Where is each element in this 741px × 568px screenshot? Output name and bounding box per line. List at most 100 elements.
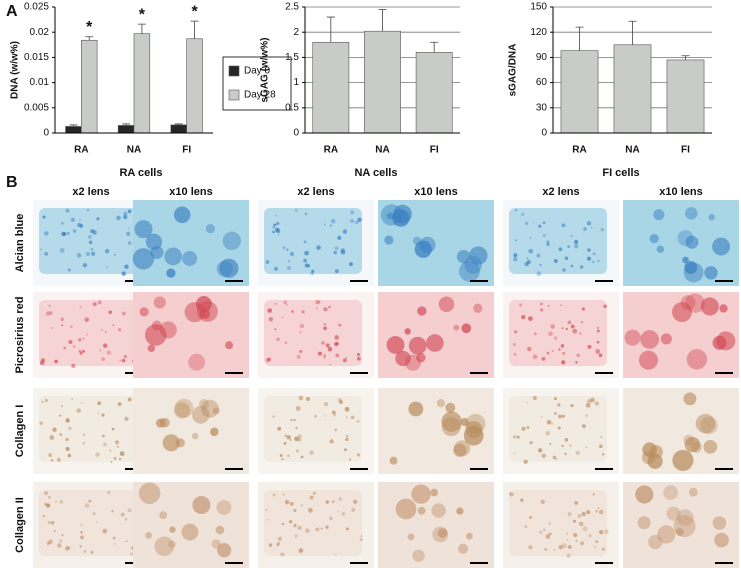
cell-spot: [595, 540, 599, 544]
cell-spot: [653, 209, 665, 221]
cell-spot: [348, 262, 353, 267]
cell-spot: [144, 324, 167, 346]
cell-spot: [273, 223, 277, 227]
cell-spot: [328, 305, 331, 309]
cell-spot: [188, 353, 206, 371]
cell-spot: [649, 233, 659, 244]
cell-spot: [684, 436, 701, 453]
cell-spot: [648, 534, 663, 550]
cell-spot: [357, 217, 362, 222]
cell-spot: [579, 265, 584, 269]
cell-spot: [513, 330, 518, 334]
cell-spot: [113, 253, 116, 256]
cell-spot: [342, 358, 347, 363]
cell-spot: [526, 426, 530, 429]
cell-spot: [335, 342, 339, 346]
cell-spot: [50, 459, 54, 462]
cell-spot: [66, 231, 70, 235]
y-tick-label: 0.015: [24, 52, 49, 63]
cell-spot: [46, 503, 51, 508]
cell-spot: [561, 414, 565, 418]
cell-spot: [82, 337, 85, 340]
cell-spot: [281, 316, 284, 319]
cell-spot: [68, 426, 72, 430]
micrograph: [33, 292, 149, 378]
cell-spot: [408, 401, 424, 417]
cell-spot: [298, 395, 304, 401]
cell-spot: [76, 253, 82, 258]
cell-spot: [561, 223, 566, 228]
cell-spot: [635, 485, 654, 504]
cell-spot: [42, 515, 45, 518]
cell-spot: [350, 210, 355, 215]
cell-spot: [513, 353, 517, 356]
cell-spot: [426, 334, 444, 352]
cell-spot: [304, 250, 309, 256]
bar: [117, 125, 135, 134]
cell-spot: [600, 436, 603, 439]
cell-spot: [683, 434, 694, 446]
cell-spot: [118, 457, 122, 461]
cell-spot: [169, 526, 176, 533]
cell-spot: [53, 530, 56, 533]
error-bar: [681, 55, 690, 60]
cell-spot: [65, 446, 70, 451]
cell-spot: [52, 427, 57, 432]
cell-spot: [539, 530, 543, 534]
cell-spot: [90, 247, 94, 251]
cell-spot: [317, 351, 323, 356]
cell-spot: [145, 532, 152, 539]
cell-spot: [97, 300, 102, 305]
cell-spot: [127, 209, 132, 214]
cell-spot: [168, 540, 176, 549]
cell-spot: [592, 252, 596, 256]
cell-spot: [356, 419, 360, 423]
cell-spot: [265, 260, 270, 264]
cell-spot: [293, 508, 297, 513]
cell-spot: [124, 517, 128, 521]
cell-spot: [70, 217, 76, 222]
cell-spot: [79, 306, 82, 309]
x-tick-label: RA: [324, 145, 338, 156]
micrograph: [378, 292, 494, 378]
cell-spot: [657, 525, 676, 544]
cell-spot: [50, 520, 55, 525]
cell-spot: [42, 215, 46, 219]
cell-spot: [61, 324, 64, 327]
cell-spot: [585, 446, 588, 449]
cell-spot: [272, 415, 275, 418]
legend-label: Day 28: [244, 90, 276, 101]
cell-spot: [59, 539, 63, 543]
cell-spot: [285, 303, 288, 306]
error-bar: [69, 124, 78, 127]
cell-spot: [560, 304, 562, 306]
cell-spot: [393, 204, 412, 224]
cell-spot: [286, 435, 292, 440]
cell-spot: [601, 547, 605, 551]
cell-spot: [124, 416, 129, 422]
cell-spot: [404, 328, 411, 335]
cell-spot: [44, 251, 49, 256]
cell-spot: [351, 507, 356, 512]
cell-spot: [575, 361, 578, 364]
cell-spot: [656, 245, 665, 254]
error-bar: [122, 123, 131, 126]
cell-spot: [78, 338, 82, 342]
cell-spot: [216, 500, 232, 515]
cell-spot: [558, 348, 561, 351]
cell-spot: [272, 230, 275, 234]
cell-spot: [553, 549, 556, 551]
cell-spot: [529, 440, 533, 445]
cell-spot: [404, 354, 422, 371]
cell-spot: [95, 521, 98, 523]
cell-spot: [327, 346, 333, 352]
cell-spot: [334, 246, 339, 251]
cell-spot: [561, 327, 564, 330]
micrograph: [503, 292, 619, 378]
cell-spot: [527, 346, 532, 352]
cell-spot: [682, 256, 689, 264]
cell-spot: [395, 350, 411, 367]
cell-spot: [512, 342, 516, 347]
cell-spot: [574, 500, 579, 505]
